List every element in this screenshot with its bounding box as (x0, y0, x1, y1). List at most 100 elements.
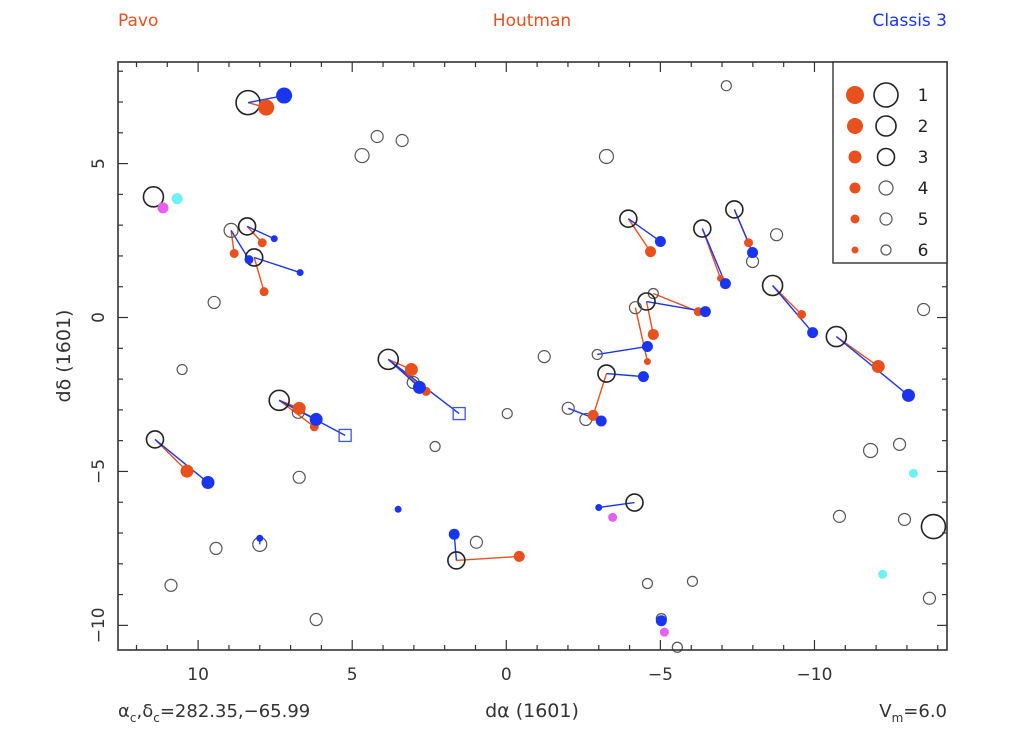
houtman-motion-line (627, 218, 652, 253)
houtman-position-marker (180, 464, 194, 478)
houtman-position-marker (292, 401, 306, 415)
classis-position-marker (901, 388, 915, 402)
star-marker (720, 80, 732, 92)
classis-position-marker (595, 503, 603, 511)
y-tick-label: 5 (89, 158, 109, 169)
star-marker (825, 325, 848, 348)
proper-motion-lines (154, 94, 909, 562)
star-marker (209, 541, 223, 556)
houtman-position-marker (404, 363, 418, 377)
title-classis: Classis 3 (872, 11, 947, 31)
star-marker (761, 274, 784, 297)
star-marker (237, 217, 257, 236)
classis-motion-line (701, 228, 727, 284)
houtman-motion-line (456, 555, 520, 562)
classis-position-marker (201, 476, 215, 490)
star-marker (920, 513, 947, 540)
classis-position-marker (412, 380, 426, 394)
legend-orange-dot (848, 150, 862, 164)
star-marker (671, 641, 683, 653)
classis-position-marker (244, 255, 254, 265)
star-marker (641, 577, 654, 590)
classis-position-marker (256, 534, 264, 542)
star-marker (207, 295, 221, 310)
classis-position-marker (448, 528, 460, 540)
star-marker (447, 551, 466, 570)
v-symbol: V (879, 701, 892, 722)
houtman-position-marker (797, 309, 807, 319)
magenta-marker (659, 627, 669, 637)
delta-subscript: c (153, 711, 160, 725)
cyan-marker (878, 569, 888, 579)
legend-label: 4 (918, 179, 929, 199)
houtman-position-marker (587, 409, 599, 421)
star-marker (862, 442, 879, 459)
star-marker (145, 430, 165, 449)
coord-separator: , (136, 701, 142, 722)
houtman-motion-line (253, 257, 265, 292)
star-marker (469, 535, 484, 549)
star-marker (501, 407, 513, 420)
star-marker (395, 133, 409, 148)
x-tick-label: 0 (501, 665, 512, 685)
houtman-position-marker (647, 328, 659, 340)
x-tick-label: 5 (347, 665, 358, 685)
houtman-position-marker (645, 246, 657, 258)
classis-square-marker (452, 406, 466, 421)
classis-position-marker (276, 87, 293, 104)
star-marker (561, 401, 575, 415)
star-marker (922, 591, 937, 605)
y-tick-labels: 5 0 −5 −10 (89, 158, 109, 643)
x-axis-label: dα (1601) (485, 700, 579, 722)
y-tick-label: 0 (89, 312, 109, 323)
coord-value: =282.35,−65.99 (160, 701, 310, 722)
star-marker (598, 148, 615, 165)
star-marker (628, 301, 643, 315)
axis-ticks (118, 62, 947, 650)
cyan-marker (908, 468, 918, 478)
x-tick-label: −10 (797, 665, 833, 685)
star-marker (892, 437, 907, 451)
houtman-position-marker (257, 238, 267, 248)
classis-motion-line (246, 225, 275, 240)
axes (117, 61, 948, 651)
star-marker (725, 200, 744, 219)
legend-label: 6 (918, 241, 929, 261)
y-axis-label: dδ (1601) (53, 310, 75, 403)
position-markers (157, 87, 918, 637)
legend-star-circle (880, 244, 892, 256)
alpha-subscript: c (130, 711, 137, 725)
star-marker (309, 612, 323, 627)
star-marker (354, 147, 370, 164)
houtman-motion-line (592, 373, 608, 416)
legend: 1 2 3 4 5 6 (832, 61, 948, 264)
classis-position-marker (296, 269, 304, 277)
legend-label: 3 (918, 148, 929, 168)
classis-position-marker (641, 340, 653, 352)
classis-position-marker (719, 278, 731, 290)
star-marker (292, 470, 306, 484)
legend-star-circle (875, 115, 897, 137)
classis-motion-line (627, 218, 661, 243)
classis-position-marker (807, 327, 819, 339)
star-marker (693, 219, 712, 238)
houtman-position-marker (513, 550, 525, 562)
legend-label: 2 (918, 117, 929, 137)
y-tick-label: −10 (89, 607, 109, 643)
classis-motion-line (597, 345, 648, 356)
legend-label: 1 (918, 86, 929, 106)
star-marker (370, 129, 384, 144)
classis-position-marker (747, 247, 759, 259)
cyan-marker (171, 193, 183, 205)
star-marker (637, 292, 656, 311)
legend-star-circle (876, 147, 896, 167)
houtman-motion-line (154, 438, 188, 472)
limiting-magnitude: Vm=6.0 (879, 701, 947, 725)
star-marker (769, 228, 784, 242)
star-marker (377, 348, 400, 371)
houtman-position-marker (871, 359, 885, 373)
y-tick-label: −5 (89, 459, 109, 484)
houtman-motion-line (645, 301, 654, 335)
star-marker (429, 440, 441, 453)
